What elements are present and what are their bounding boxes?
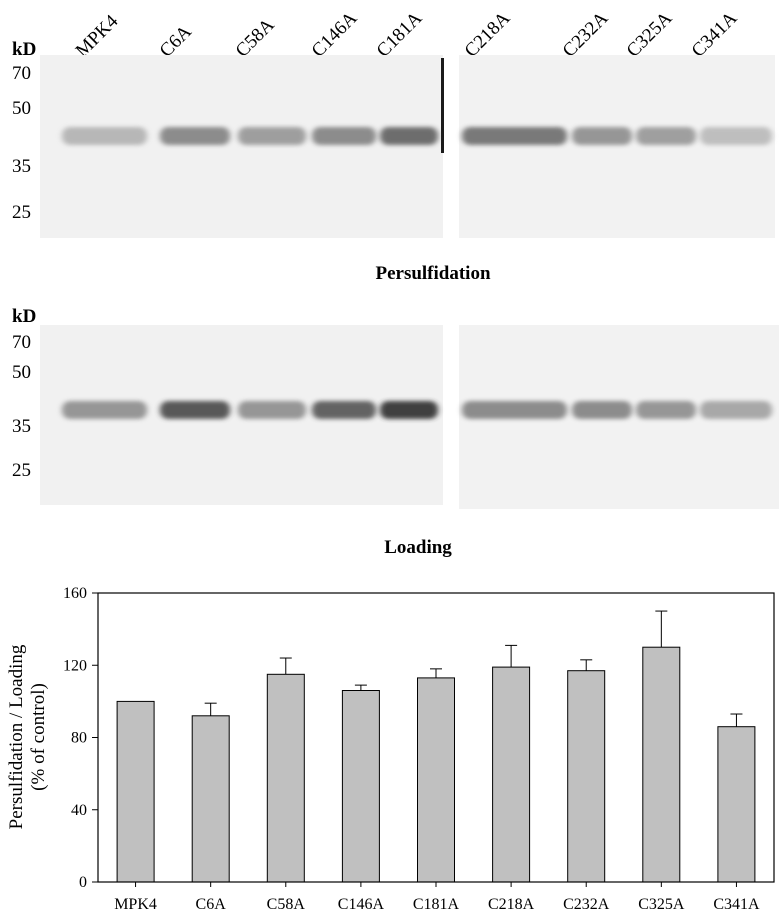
bar-chart: 0 40 80 120 160 MPK4 C6A C58A C146A C181A C218A C2… — [6, 585, 775, 913]
kd-marker: 70 — [12, 63, 31, 84]
blot-band — [380, 127, 438, 145]
lane-label: C341A — [688, 8, 742, 62]
blot-band — [62, 401, 147, 419]
x-tick-label: C218A — [488, 896, 535, 913]
blot-band — [160, 401, 230, 419]
y-tick-label: 120 — [63, 657, 87, 674]
lane-label: C232A — [559, 8, 613, 62]
blot-band — [462, 127, 567, 145]
bar — [567, 670, 606, 883]
persulfidation-blot — [40, 55, 775, 238]
blot-band — [312, 401, 376, 419]
membrane-edge-line — [441, 58, 444, 153]
bar — [717, 726, 756, 883]
caption-loading: Loading — [384, 537, 452, 558]
lane-label: C58A — [232, 14, 279, 61]
kd-marker: 25 — [12, 202, 31, 223]
caption-persulfidation: Persulfidation — [375, 263, 490, 284]
x-tick-label: MPK4 — [114, 896, 157, 913]
blot-band — [160, 127, 230, 145]
loading-blot — [40, 325, 779, 509]
blot-band — [636, 401, 696, 419]
blot-band — [238, 127, 306, 145]
kd-marker: 25 — [12, 460, 31, 481]
x-tick-label: C6A — [196, 896, 227, 913]
y-tick-label: 40 — [71, 802, 87, 819]
x-tick-label: C341A — [713, 896, 760, 913]
y-tick-label: 0 — [79, 874, 87, 891]
x-tick-label: C146A — [338, 896, 385, 913]
kd-marker: 50 — [12, 98, 31, 119]
kd-marker: 50 — [12, 362, 31, 383]
bar — [116, 700, 155, 883]
bar — [341, 690, 380, 883]
lane-label: C146A — [308, 8, 362, 62]
kd-marker: 35 — [12, 156, 31, 177]
blot-band — [636, 127, 696, 145]
kd-label-top: kD — [12, 39, 36, 60]
kd-label-bottom: kD — [12, 306, 36, 327]
x-tick-label: C325A — [638, 896, 685, 913]
y-tick-label: 160 — [63, 585, 87, 602]
blot-band — [62, 127, 147, 145]
y-tick-label: 80 — [71, 730, 87, 747]
bar — [492, 666, 531, 883]
blot-band — [700, 127, 772, 145]
y-axis-label-line2: (% of control) — [28, 683, 49, 791]
kd-marker: 35 — [12, 416, 31, 437]
x-tick-label: C181A — [413, 896, 460, 913]
lane-label: C325A — [623, 8, 677, 62]
blot-band — [312, 127, 376, 145]
blot-band — [238, 401, 306, 419]
blot-band — [380, 401, 438, 419]
blot-band — [572, 401, 632, 419]
blot-band — [700, 401, 772, 419]
bar — [417, 677, 455, 883]
blot-band — [572, 127, 632, 145]
lane-labels: MPK4 C6A C58A C146A C181A C218A C232A C325A C341… — [72, 8, 742, 62]
marker-labels-bottom: 70 50 35 25 — [12, 332, 31, 481]
lane-label: C181A — [373, 8, 427, 62]
x-tick-label: C232A — [563, 896, 610, 913]
blot-band — [462, 401, 567, 419]
kd-marker: 70 — [12, 332, 31, 353]
marker-labels-top: 70 50 35 25 — [12, 63, 31, 223]
y-axis-label-line1: Persulfidation / Loading — [6, 644, 27, 829]
bar — [191, 715, 230, 883]
x-tick-label: C58A — [267, 896, 306, 913]
bar — [266, 673, 305, 883]
lane-label: C218A — [461, 8, 515, 62]
lane-label: MPK4 — [72, 10, 123, 61]
blot-membrane-left — [40, 55, 443, 238]
bar — [642, 646, 681, 883]
blot-membrane-right — [459, 55, 775, 238]
